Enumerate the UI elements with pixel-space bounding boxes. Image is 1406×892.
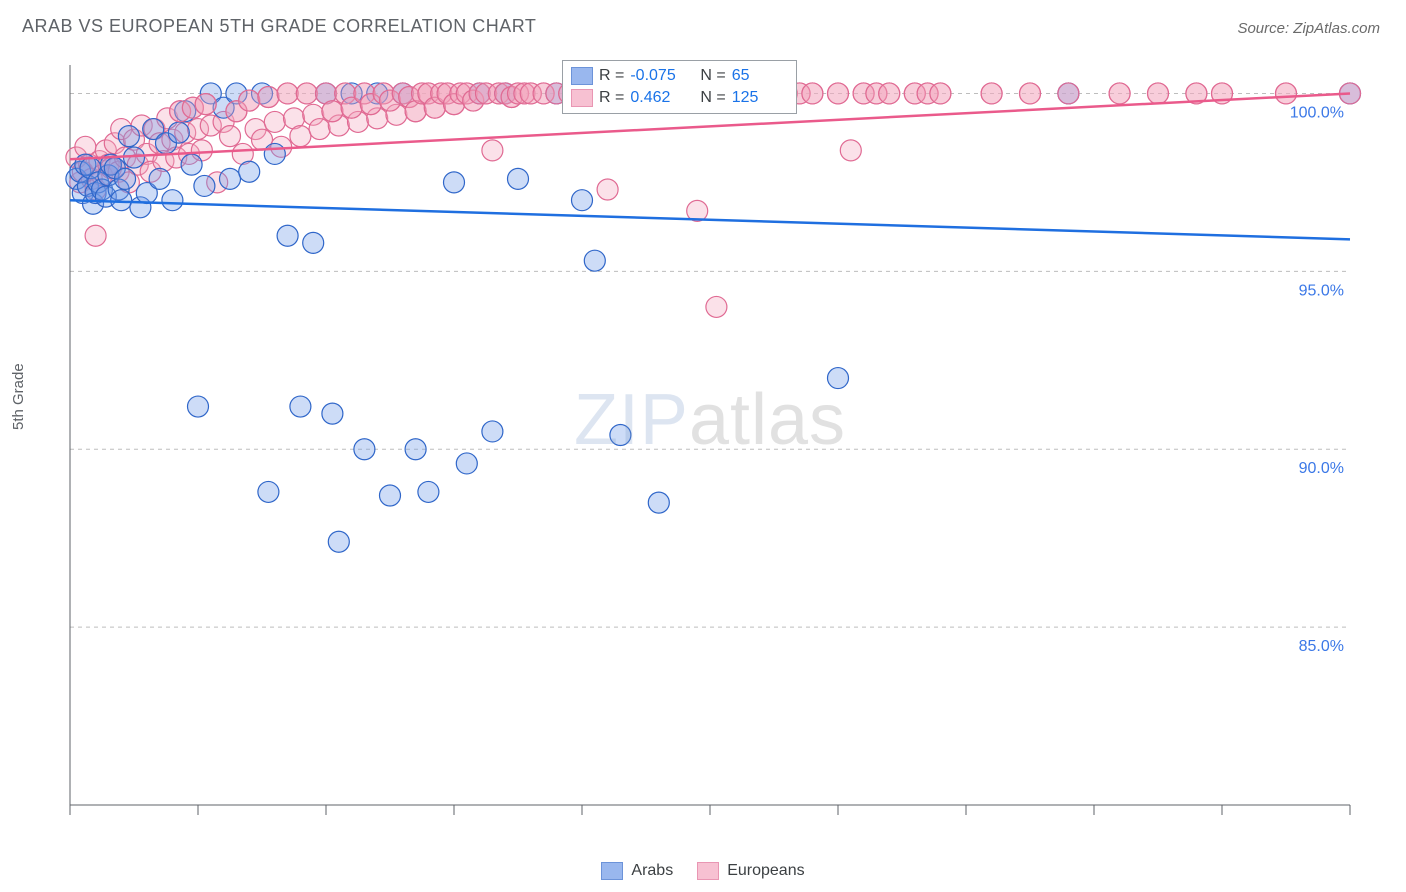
y-axis-label: 5th Grade [10,363,27,430]
legend-row-arabs: R = -0.075 N = 65 [571,65,788,87]
svg-text:90.0%: 90.0% [1299,460,1344,477]
legend-item-arabs: Arabs [601,862,673,880]
r-label: R = [599,89,624,107]
r-label: R = [599,67,624,85]
swatch-arabs-bottom [601,862,623,880]
legend-label-arabs: Arabs [631,862,673,880]
series-legend: Arabs Europeans [0,862,1406,880]
swatch-europeans-bottom [697,862,719,880]
n-label: N = [700,89,725,107]
plot-area: 85.0%90.0%95.0%100.0%0.0%100.0% ZIPatlas [50,55,1370,815]
chart-title: ARAB VS EUROPEAN 5TH GRADE CORRELATION C… [22,16,536,37]
n-value-arabs: 65 [732,67,788,85]
swatch-arabs [571,67,593,85]
legend-row-europeans: R = 0.462 N = 125 [571,87,788,109]
r-value-europeans: 0.462 [630,89,686,107]
legend-item-europeans: Europeans [697,862,804,880]
scatter-svg: 85.0%90.0%95.0%100.0%0.0%100.0% [50,55,1370,815]
r-value-arabs: -0.075 [630,67,686,85]
n-label: N = [700,67,725,85]
legend-label-europeans: Europeans [727,862,804,880]
source-label: Source: ZipAtlas.com [1237,20,1380,37]
svg-text:95.0%: 95.0% [1299,282,1344,299]
svg-text:85.0%: 85.0% [1299,638,1344,655]
correlation-legend: R = -0.075 N = 65 R = 0.462 N = 125 [562,60,797,114]
svg-text:100.0%: 100.0% [1290,104,1344,121]
n-value-europeans: 125 [732,89,788,107]
swatch-europeans [571,89,593,107]
